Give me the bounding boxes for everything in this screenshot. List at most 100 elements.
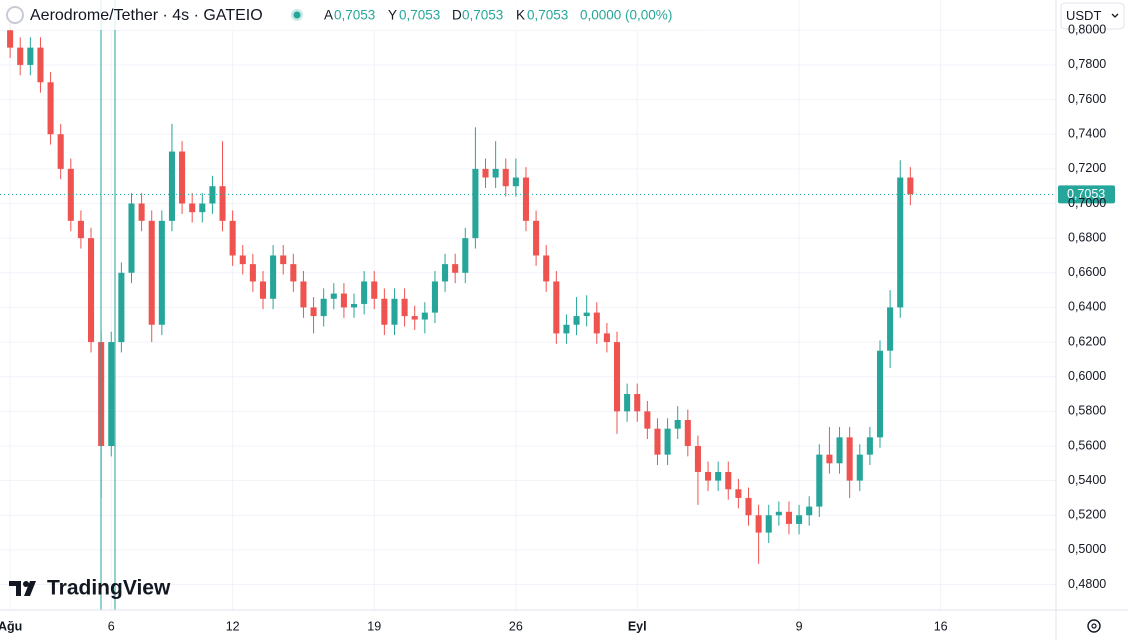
candle-body: [492, 168, 499, 178]
candle-body: [219, 186, 226, 221]
candle-body: [340, 293, 347, 308]
candle-body: [17, 47, 24, 65]
y-tick-label: 0,5000: [1068, 542, 1106, 556]
candle-body: [108, 342, 115, 446]
candle-body: [512, 177, 519, 187]
candle-body: [856, 454, 863, 481]
candle-body: [563, 324, 570, 334]
y-tick-label: 0,5800: [1068, 404, 1106, 418]
candle-body: [67, 168, 74, 221]
candle-body: [330, 293, 337, 299]
candle-body: [715, 471, 722, 481]
candle-body: [179, 151, 186, 204]
y-tick-label: 0,7600: [1068, 92, 1106, 106]
candle-body: [472, 168, 479, 239]
candle-body: [755, 515, 762, 533]
y-tick-label: 0,7200: [1068, 161, 1106, 175]
candle-body: [543, 255, 550, 282]
candle-body: [634, 394, 641, 412]
candle-body: [725, 471, 732, 490]
candle-body: [320, 298, 327, 317]
candle-body: [613, 342, 621, 412]
last-price-tag: [1058, 185, 1115, 204]
x-tick-label: 6: [108, 619, 115, 633]
candle-body: [249, 264, 256, 282]
y-tick-label: 0,6600: [1068, 265, 1106, 279]
y-tick-label: 0,8000: [1068, 23, 1106, 37]
candle-body: [452, 264, 459, 273]
candle-body: [836, 437, 843, 464]
candle-body: [866, 437, 873, 455]
candles: [7, 19, 914, 564]
x-tick-label: 9: [796, 619, 803, 633]
candle-body: [826, 454, 833, 464]
candle-body: [533, 220, 540, 256]
candle-body: [603, 333, 610, 343]
symbol-icon: [6, 6, 24, 24]
ohlc-key: D: [452, 8, 462, 23]
candle-body: [644, 411, 651, 429]
candle-body: [77, 220, 84, 239]
candle-body: [522, 177, 530, 221]
y-tick-label: 0,6400: [1068, 300, 1106, 314]
settings-icon[interactable]: [1087, 619, 1101, 633]
candle-body: [887, 307, 894, 351]
candle-body: [37, 47, 44, 83]
candle-body: [310, 307, 317, 317]
candle-body: [27, 47, 34, 65]
y-tick-label: 0,6000: [1068, 369, 1106, 383]
candle-body: [462, 238, 469, 273]
candle-body: [785, 511, 792, 524]
candle-body: [229, 220, 236, 256]
candle-body: [189, 203, 196, 213]
candle-body: [775, 511, 782, 516]
candle-body: [270, 255, 277, 299]
candle-body: [138, 203, 145, 221]
last-price-label: 0,7053: [1067, 187, 1105, 201]
currency-button[interactable]: [1060, 2, 1125, 30]
currency-chevron: [1111, 13, 1119, 18]
candle-body: [907, 177, 914, 195]
y-tick-label: 0,6200: [1068, 334, 1106, 348]
y-tick-label: 0,4800: [1068, 577, 1106, 591]
y-tick-label: 0,5600: [1068, 438, 1106, 452]
candle-body: [209, 186, 216, 204]
logo-icon-dot: [23, 581, 29, 587]
x-tick-label: 12: [226, 619, 240, 633]
x-tick-label: 19: [367, 619, 381, 633]
settings-icon-center: [1091, 623, 1097, 629]
candle-body: [7, 30, 14, 48]
candle-body: [624, 394, 631, 412]
candle-body: [897, 177, 904, 308]
candle-body: [361, 281, 368, 304]
y-tick-label: 0,6800: [1068, 230, 1106, 244]
y-tick-label: 0,7000: [1068, 196, 1106, 210]
currency-label[interactable]: USDT: [1066, 8, 1101, 23]
ohlc-value: 0,7053: [399, 8, 440, 23]
candle-body: [300, 281, 307, 308]
candle-body: [239, 255, 246, 265]
candle-body: [290, 264, 297, 282]
overlay: 0,7053: [0, 185, 1115, 204]
candle-body: [411, 316, 418, 320]
candle-body: [684, 420, 691, 446]
ohlc-value: 0,7053: [462, 8, 503, 23]
ohlc-key: A: [324, 8, 333, 23]
candle-body: [796, 515, 803, 524]
x-tick-label: Ağu: [0, 619, 22, 633]
x-tick-label: 16: [934, 619, 948, 633]
candle-body: [350, 303, 358, 308]
candle-body: [482, 168, 489, 178]
ohlc-change: 0,0000 (0,00%): [580, 8, 672, 23]
candle-body: [664, 428, 671, 455]
candle-body: [674, 420, 681, 429]
symbol-title[interactable]: Aerodrome/Tether · 4s · GATEIO: [30, 7, 263, 24]
candle-body: [47, 82, 54, 135]
candle-body: [391, 298, 398, 325]
candle-body: [735, 489, 742, 498]
candle-body: [88, 238, 95, 343]
candle-body: [199, 203, 206, 213]
candle-body: [593, 312, 600, 334]
